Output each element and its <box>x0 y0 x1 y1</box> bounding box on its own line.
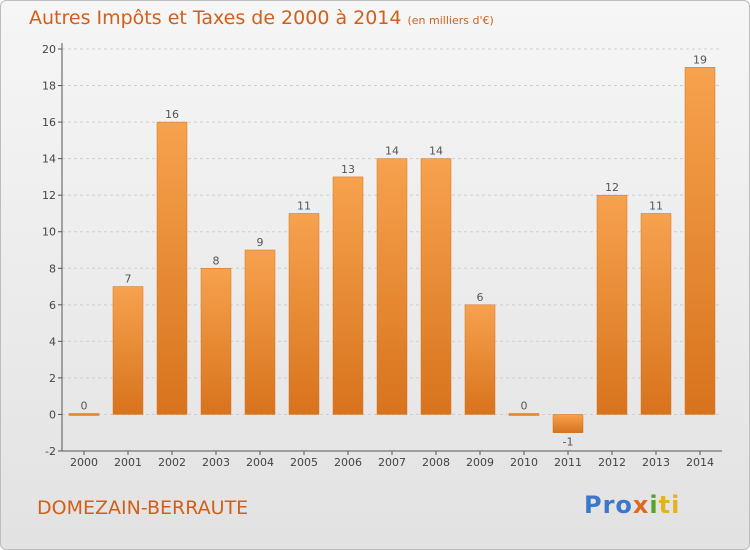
value-label: 19 <box>693 53 707 66</box>
value-label: 8 <box>213 254 220 267</box>
x-tick-label: 2008 <box>422 456 450 469</box>
value-label: 14 <box>429 145 443 158</box>
x-tick-label: 2000 <box>70 456 98 469</box>
bar-2012 <box>596 194 628 415</box>
x-tick-label: 2013 <box>642 456 670 469</box>
x-tick-label: 2006 <box>334 456 362 469</box>
value-label: 6 <box>477 291 484 304</box>
value-label: 9 <box>257 236 264 249</box>
axes: -2 0 2 4 6 8 10 12 14 16 18 20 <box>42 43 722 458</box>
x-tick-label: 2011 <box>554 456 582 469</box>
value-label: 11 <box>297 199 311 212</box>
y-tick-label: 18 <box>42 80 56 93</box>
value-label: 16 <box>165 108 179 121</box>
y-tick-label: 4 <box>49 335 56 348</box>
x-tick-label: 2009 <box>466 456 494 469</box>
bar-2003 <box>200 268 232 415</box>
chart-title-text: Autres Impôts et Taxes de 2000 à 2014 <box>29 7 402 29</box>
value-label: 7 <box>125 273 132 286</box>
x-tick-label: 2001 <box>114 456 142 469</box>
commune-name: DOMEZAIN-BERRAUTE <box>37 497 249 519</box>
y-tick-label: 0 <box>49 408 56 421</box>
logo-part-4: ti <box>658 491 681 519</box>
value-label: 11 <box>649 199 663 212</box>
bar-2002 <box>156 121 188 415</box>
y-tick-label: -2 <box>45 445 56 458</box>
bars <box>68 67 716 433</box>
bar-2004 <box>244 249 276 415</box>
bar-2009 <box>464 304 496 415</box>
bar-2000 <box>68 413 100 416</box>
bar-2014 <box>684 67 716 415</box>
value-label: 13 <box>341 163 355 176</box>
y-tick-label: 12 <box>42 189 56 202</box>
bar-2006 <box>332 176 364 415</box>
bar-2011 <box>552 414 584 433</box>
chart-title: Autres Impôts et Taxes de 2000 à 2014 (en… <box>29 7 494 29</box>
logo-part-1: Pro <box>584 491 633 519</box>
x-tick-label: 2002 <box>158 456 186 469</box>
value-label: 0 <box>521 399 528 412</box>
proxiti-logo: Proxiti <box>584 491 680 519</box>
bar-2008 <box>420 158 452 415</box>
y-tick-label: 20 <box>42 43 56 56</box>
y-tick-label: 8 <box>49 262 56 275</box>
chart-subtitle: (en milliers d'€) <box>407 14 494 27</box>
value-label: 0 <box>81 399 88 412</box>
x-tick-label: 2014 <box>686 456 714 469</box>
x-tick-label: 2007 <box>378 456 406 469</box>
bar-2007 <box>376 158 408 415</box>
y-tick-label: 2 <box>49 372 56 385</box>
logo-part-2: x <box>632 491 650 519</box>
labels: 0 2000 7 2001 16 2002 8 2003 9 2004 11 2005 13 2006 14… <box>70 53 714 469</box>
bar-2013 <box>640 213 672 415</box>
x-tick-label: 2004 <box>246 456 274 469</box>
bar-2001 <box>112 286 144 415</box>
value-label: 12 <box>605 181 619 194</box>
logo-part-3: i <box>649 491 659 519</box>
x-tick-label: 2003 <box>202 456 230 469</box>
value-label: -1 <box>563 436 574 449</box>
x-tick-label: 2012 <box>598 456 626 469</box>
bar-2010 <box>508 413 540 416</box>
x-tick-label: 2010 <box>510 456 538 469</box>
y-tick-label: 10 <box>42 226 56 239</box>
bar-2005 <box>288 213 320 415</box>
y-tick-label: 6 <box>49 299 56 312</box>
y-tick-label: 16 <box>42 116 56 129</box>
value-label: 14 <box>385 145 399 158</box>
y-tick-label: 14 <box>42 153 56 166</box>
x-tick-label: 2005 <box>290 456 318 469</box>
